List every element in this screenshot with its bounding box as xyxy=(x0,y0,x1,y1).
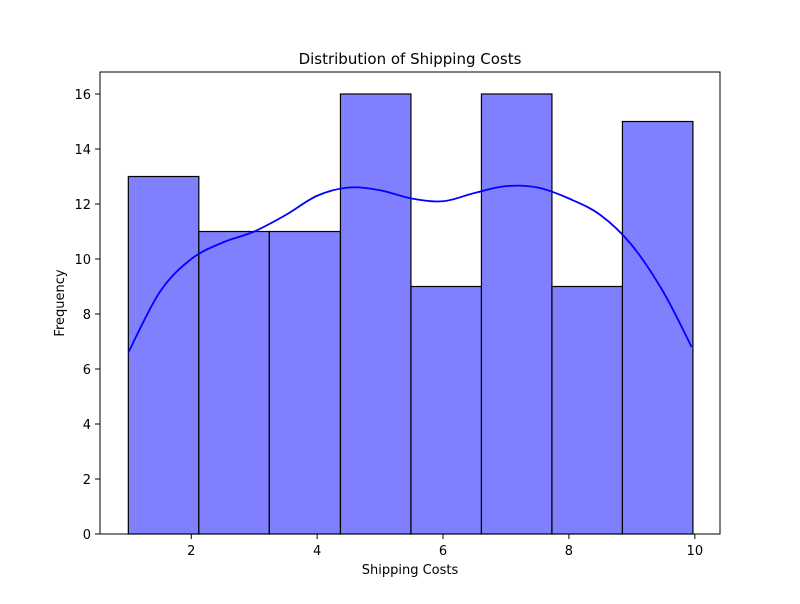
x-tick-label-10: 10 xyxy=(687,544,704,559)
x-axis-label: Shipping Costs xyxy=(362,563,459,578)
histogram-bar-2 xyxy=(198,230,270,535)
y-axis-label: Frequency xyxy=(53,269,68,336)
bars-layer xyxy=(127,93,694,535)
histogram-bar-5 xyxy=(410,285,483,535)
histogram-bar-6 xyxy=(480,93,553,535)
kde-curve xyxy=(127,184,693,353)
x-tick-label-6: 6 xyxy=(439,544,447,559)
y-tick-label-12: 12 xyxy=(74,198,91,213)
histogram-bar-3 xyxy=(268,230,342,535)
x-tick-label-8: 8 xyxy=(565,544,573,559)
y-axis-ticks: 0 2 4 6 8 10 12 14 16 xyxy=(74,88,100,543)
y-tick-label-14: 14 xyxy=(74,143,91,158)
histogram-bar-7 xyxy=(551,285,624,535)
histogram-bar-4 xyxy=(339,93,412,535)
x-axis-ticks: 2 4 6 8 10 xyxy=(187,534,703,559)
y-tick-label-2: 2 xyxy=(83,473,91,488)
y-tick-label-8: 8 xyxy=(83,308,91,323)
histogram-bar-1 xyxy=(127,175,200,535)
x-tick-label-2: 2 xyxy=(187,544,195,559)
y-tick-label-0: 0 xyxy=(83,528,91,543)
y-tick-label-10: 10 xyxy=(74,253,91,268)
plot-frame xyxy=(99,71,721,535)
x-tick-label-4: 4 xyxy=(313,544,321,559)
chart-title: Distribution of Shipping Costs xyxy=(299,50,522,68)
y-tick-label-4: 4 xyxy=(83,418,91,433)
y-tick-label-16: 16 xyxy=(74,88,91,103)
kde-layer xyxy=(127,184,693,353)
y-tick-label-6: 6 xyxy=(83,363,91,378)
